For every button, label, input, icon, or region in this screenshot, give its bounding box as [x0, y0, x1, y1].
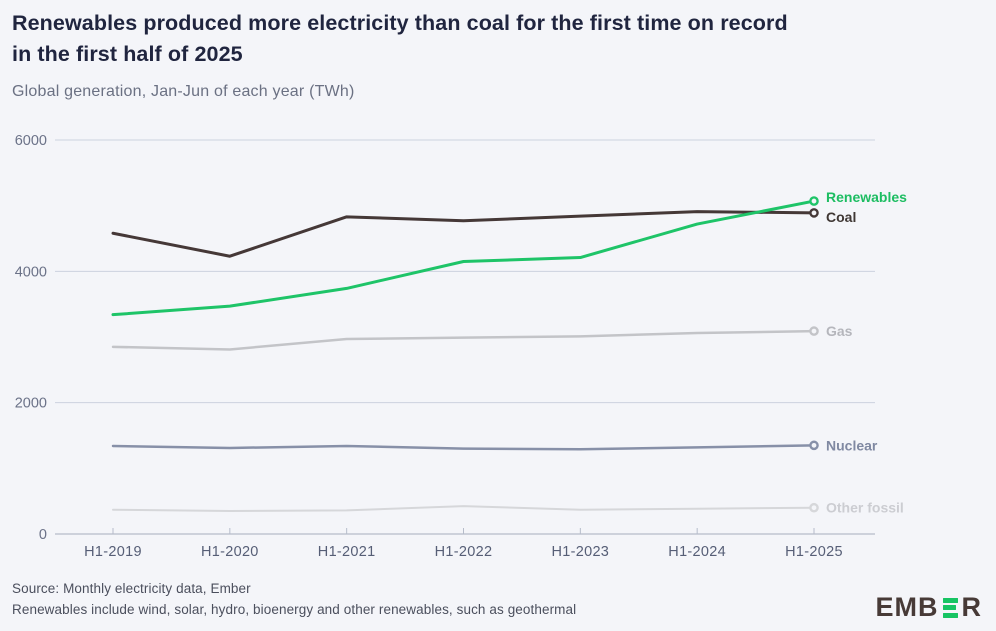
chart-footer: Source: Monthly electricity data, Ember … [12, 579, 984, 621]
ember-logo-text-left: EMB [875, 592, 939, 622]
x-axis-tick-label: H1-2025 [785, 544, 843, 560]
series-line-coal [111, 210, 816, 258]
x-axis-tick-label: H1-2020 [201, 544, 259, 560]
series-endpoint-marker-coal [809, 208, 819, 218]
ember-logo-green-e-icon [942, 597, 958, 618]
ember-logo-text-right: R [961, 592, 982, 622]
series-endpoint-marker-other-fossil [809, 502, 819, 513]
source-notes: Source: Monthly electricity data, Ember … [12, 579, 576, 621]
series-line-other-fossil [112, 505, 815, 513]
source-line: Source: Monthly electricity data, Ember [12, 581, 251, 597]
series-line-gas [111, 329, 816, 351]
x-axis-tick-label: H1-2022 [435, 544, 493, 560]
series-label-nuclear: Nuclear [826, 437, 878, 453]
series-endpoint-marker-gas [809, 326, 819, 336]
x-axis-tick-label: H1-2023 [551, 544, 609, 560]
series-label-other-fossil: Other fossil [826, 500, 904, 516]
series-label-coal: Coal [826, 209, 856, 225]
ember-logo: EMB R [876, 594, 983, 621]
series-line-nuclear [111, 444, 816, 451]
series-endpoint-marker-renewables [809, 196, 819, 206]
y-axis-tick-label: 2000 [15, 396, 47, 412]
title-line-2: in the first half of 2025 [12, 41, 243, 66]
y-axis-tick-label: 6000 [15, 133, 47, 149]
x-axis-tick-label: H1-2021 [318, 544, 376, 560]
y-axis-tick-label: 0 [39, 527, 47, 543]
title-line-1: Renewables produced more electricity tha… [12, 11, 788, 35]
x-axis-tick-label: H1-2019 [84, 544, 142, 560]
series-label-gas: Gas [826, 323, 853, 339]
chart-subtitle: Global generation, Jan-Jun of each year … [12, 83, 355, 101]
renewables-note-line: Renewables include wind, solar, hydro, b… [12, 602, 577, 618]
y-axis-tick-label: 4000 [15, 264, 47, 280]
series-line-renewables [111, 199, 816, 317]
series-label-renewables: Renewables [826, 189, 907, 205]
chart-header: Renewables produced more electricity tha… [12, 8, 972, 101]
series-endpoint-marker-nuclear [809, 440, 819, 451]
page-title: Renewables produced more electricity tha… [12, 8, 972, 69]
x-axis-tick-label: H1-2024 [668, 544, 726, 560]
